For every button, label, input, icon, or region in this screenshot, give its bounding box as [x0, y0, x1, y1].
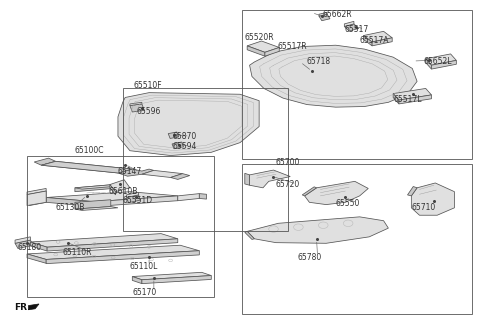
Polygon shape [30, 234, 178, 247]
Text: 65596: 65596 [136, 108, 160, 117]
Text: 65180: 65180 [17, 243, 42, 252]
Polygon shape [34, 158, 56, 165]
Polygon shape [94, 196, 178, 206]
Text: 65718: 65718 [306, 57, 330, 66]
Text: 65517A: 65517A [360, 36, 389, 45]
Text: 65170: 65170 [132, 288, 156, 297]
Polygon shape [27, 191, 46, 205]
Text: 65130B: 65130B [56, 203, 85, 212]
Bar [242, 10, 472, 159]
Polygon shape [408, 187, 417, 196]
Polygon shape [110, 185, 116, 195]
Polygon shape [247, 46, 265, 56]
Polygon shape [302, 187, 317, 196]
Bar [27, 156, 214, 297]
Polygon shape [46, 192, 178, 202]
Polygon shape [41, 161, 132, 173]
Polygon shape [305, 181, 368, 204]
Polygon shape [28, 304, 39, 310]
Text: 65510F: 65510F [134, 81, 162, 90]
Polygon shape [245, 173, 250, 185]
Polygon shape [142, 275, 211, 284]
Text: 65100C: 65100C [75, 146, 104, 155]
Polygon shape [168, 132, 179, 138]
Polygon shape [130, 104, 144, 112]
Polygon shape [344, 24, 359, 31]
Bar [242, 164, 472, 314]
Polygon shape [75, 206, 118, 210]
Polygon shape [399, 95, 432, 104]
Polygon shape [142, 170, 182, 178]
Polygon shape [426, 59, 432, 69]
Polygon shape [118, 169, 154, 176]
Polygon shape [30, 242, 47, 251]
Text: 65652L: 65652L [423, 57, 452, 66]
Polygon shape [250, 170, 290, 188]
Text: 65517L: 65517L [393, 95, 421, 104]
Polygon shape [75, 200, 111, 209]
Text: 65520R: 65520R [245, 33, 275, 42]
Polygon shape [172, 142, 183, 149]
Polygon shape [393, 88, 432, 100]
Text: 65710: 65710 [411, 203, 435, 212]
Polygon shape [344, 21, 354, 27]
Polygon shape [29, 191, 46, 205]
Polygon shape [432, 60, 456, 69]
Polygon shape [132, 276, 142, 284]
Text: 65870: 65870 [173, 132, 197, 141]
Text: 65517: 65517 [344, 25, 369, 34]
Polygon shape [15, 237, 30, 243]
Polygon shape [245, 231, 254, 239]
Polygon shape [247, 217, 388, 243]
Polygon shape [27, 189, 46, 195]
Polygon shape [250, 45, 417, 107]
Polygon shape [127, 195, 141, 202]
Polygon shape [15, 240, 33, 249]
Polygon shape [393, 94, 399, 104]
Text: 65662R: 65662R [323, 10, 352, 19]
Polygon shape [41, 161, 132, 173]
Polygon shape [372, 38, 392, 46]
Polygon shape [411, 183, 455, 215]
Polygon shape [363, 36, 372, 46]
Polygon shape [110, 180, 130, 192]
Text: 65147: 65147 [118, 167, 142, 176]
Polygon shape [118, 93, 259, 156]
Polygon shape [27, 254, 46, 263]
Text: 65551D: 65551D [123, 196, 153, 205]
Text: 65594: 65594 [173, 142, 197, 151]
Polygon shape [130, 102, 142, 106]
Polygon shape [46, 198, 94, 206]
Text: 65550: 65550 [336, 200, 360, 208]
Text: 65610B: 65610B [108, 187, 138, 196]
Text: 65700: 65700 [276, 158, 300, 168]
Polygon shape [319, 12, 327, 16]
Text: 65780: 65780 [298, 253, 322, 262]
Polygon shape [178, 194, 199, 201]
Polygon shape [27, 245, 199, 260]
Text: FR.: FR. [14, 303, 31, 312]
Polygon shape [127, 192, 139, 198]
Polygon shape [319, 14, 330, 21]
Polygon shape [199, 194, 206, 199]
Polygon shape [363, 31, 392, 42]
Polygon shape [170, 174, 190, 179]
Polygon shape [426, 54, 456, 65]
Polygon shape [75, 185, 120, 189]
Text: 65720: 65720 [276, 180, 300, 189]
Text: 65110R: 65110R [63, 248, 93, 257]
Polygon shape [75, 185, 113, 192]
Polygon shape [46, 251, 199, 264]
Polygon shape [47, 239, 178, 251]
Bar [123, 88, 288, 231]
Polygon shape [132, 272, 211, 280]
Text: 65110L: 65110L [130, 262, 158, 271]
Text: 65517R: 65517R [277, 42, 307, 51]
Polygon shape [247, 41, 279, 52]
Polygon shape [265, 48, 279, 56]
